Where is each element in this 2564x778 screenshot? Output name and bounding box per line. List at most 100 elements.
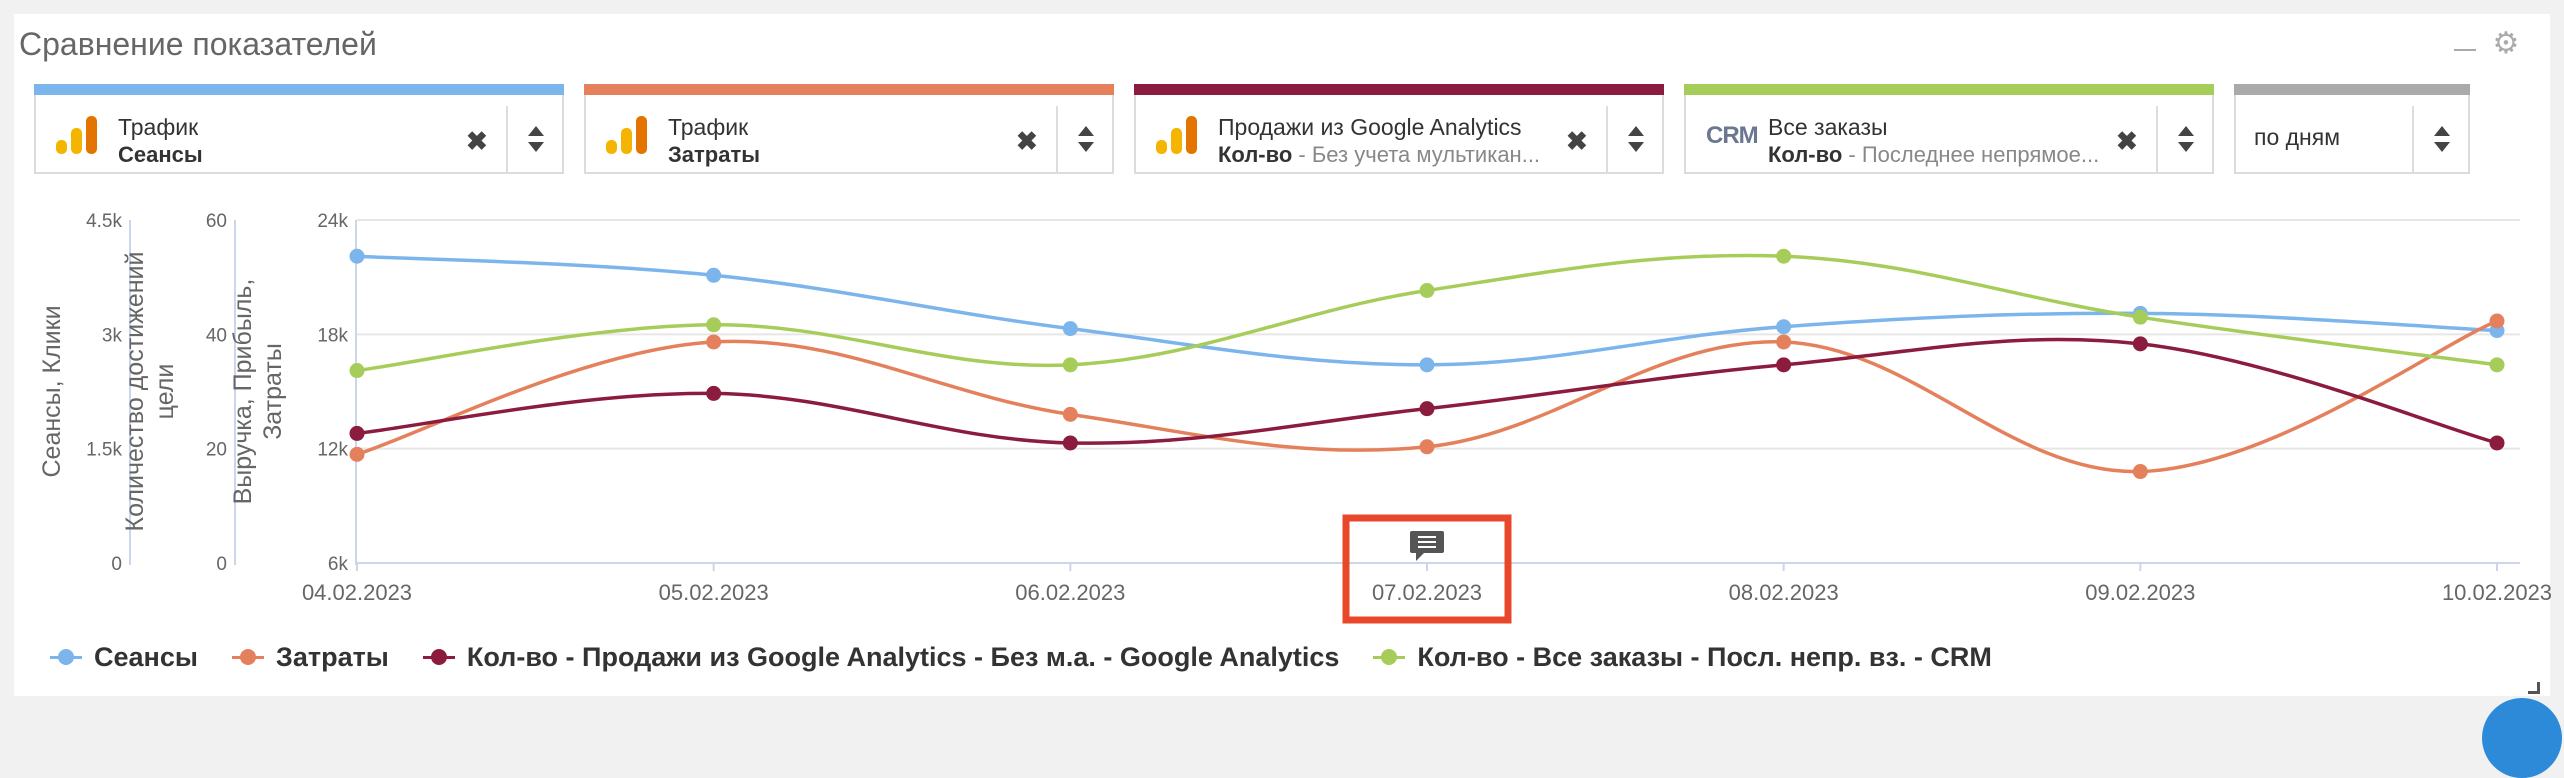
period-selector[interactable]: по дням — [2234, 84, 2470, 174]
y-axis-title: Выручка, Прибыль, — [229, 279, 257, 505]
remove-icon[interactable]: ✖ — [1016, 126, 1038, 156]
sort-icon[interactable] — [1076, 122, 1096, 156]
legend-label: Затраты — [275, 641, 389, 672]
sort-icon[interactable] — [2176, 122, 2196, 156]
y-tick-label: 24k — [317, 211, 348, 232]
x-tick-label: 08.02.2023 — [1729, 580, 1839, 605]
y-tick-label: 0 — [216, 554, 227, 575]
data-point — [349, 363, 365, 379]
legend-label: Кол-во - Все заказы - Посл. непр. вз. - … — [1417, 641, 1992, 672]
y-axis-title: Сеансы, Клики — [38, 305, 66, 477]
data-point — [706, 385, 722, 401]
data-point — [1776, 334, 1792, 350]
data-point — [349, 446, 365, 462]
crm-icon: CRM — [1706, 122, 1759, 149]
data-point — [1419, 439, 1435, 455]
legend-label: Сеансы — [94, 641, 198, 672]
selector-source: Продажи из Google Analytics — [1218, 114, 1522, 140]
series-line — [356, 337, 2498, 445]
legend-marker — [422, 647, 455, 667]
metric-selector-ga-sales[interactable]: Продажи из Google Analytics Кол-во - Без… — [1134, 84, 1664, 174]
data-point — [2132, 464, 2148, 480]
x-tick-label: 09.02.2023 — [2085, 580, 2195, 605]
x-axis-labels: 04.02.2023 05.02.2023 06.02.2023 07.02.2023… — [302, 563, 2552, 605]
data-point — [2132, 336, 2148, 352]
data-point — [349, 425, 365, 441]
x-tick-label: 07.02.2023 — [1372, 580, 1482, 605]
data-point — [1419, 401, 1435, 417]
legend-marker — [1373, 647, 1406, 667]
metric-selector-sessions[interactable]: Трафик Сеансы ✖ — [34, 84, 564, 174]
sort-icon[interactable] — [2432, 122, 2452, 156]
data-point — [1776, 319, 1792, 335]
y-axes: 0 1.5k 3k 4.5k Сеансы, Клики 0 20 40 60 Количеств… — [38, 211, 357, 575]
y-tick-label: 4.5k — [86, 211, 122, 232]
y-tick-label: 12k — [317, 440, 348, 461]
chat-widget-button[interactable] — [2482, 698, 2562, 778]
legend-item[interactable]: Кол-во - Продажи из Google Analytics - Б… — [422, 641, 1340, 673]
selector-source: Трафик — [118, 114, 199, 140]
data-point — [706, 334, 722, 350]
selector-metric: Кол-во - Последнее непрямое... — [1768, 142, 2100, 167]
metric-selector-costs[interactable]: Трафик Затраты ✖ — [584, 84, 1114, 174]
selector-metric: Сеансы — [118, 142, 203, 167]
data-point — [2132, 309, 2148, 325]
remove-icon[interactable]: ✖ — [1566, 126, 1588, 156]
remove-icon[interactable]: ✖ — [466, 126, 488, 156]
x-tick-label: 05.02.2023 — [659, 580, 769, 605]
metric-selector-crm-orders[interactable]: CRM Все заказы Кол-во - Последнее непрям… — [1684, 84, 2214, 174]
x-tick-label: 04.02.2023 — [302, 580, 412, 605]
y-tick-label: 3k — [102, 325, 123, 346]
data-point — [1062, 357, 1078, 373]
selector-metric: Кол-во - Без учета мультикан... — [1218, 142, 1541, 167]
legend-item[interactable]: Кол-во - Все заказы - Посл. непр. вз. - … — [1373, 641, 1992, 673]
y-tick-label: 20 — [206, 440, 227, 461]
data-point — [1419, 283, 1435, 299]
y-axis-title: Количество достижений — [121, 252, 149, 532]
selector-color-bar — [34, 84, 564, 95]
selector-color-bar — [2234, 84, 2470, 95]
y-tick-label: 1.5k — [86, 440, 122, 461]
divider — [1606, 106, 1608, 172]
comment-icon[interactable] — [1410, 531, 1444, 561]
data-point — [349, 248, 365, 264]
data-point — [1062, 435, 1078, 451]
legend-marker — [50, 647, 82, 667]
data-point — [1062, 321, 1078, 337]
data-point — [1062, 406, 1078, 422]
remove-icon[interactable]: ✖ — [2116, 126, 2138, 156]
y-tick-label: 18k — [317, 325, 348, 346]
legend-marker — [231, 647, 264, 667]
data-point — [1776, 248, 1792, 264]
selector-color-bar — [1134, 84, 1664, 95]
sort-icon[interactable] — [1626, 122, 1646, 156]
google-analytics-icon — [56, 116, 100, 154]
sort-icon[interactable] — [526, 122, 546, 156]
google-analytics-icon — [1156, 116, 1200, 154]
divider — [506, 106, 508, 172]
data-point — [2489, 435, 2505, 451]
period-label: по дням — [2254, 124, 2341, 150]
data-point — [2489, 357, 2505, 373]
line-chart: 0 1.5k 3k 4.5k Сеансы, Клики 0 20 40 60 Количеств… — [38, 211, 2552, 624]
legend-item[interactable]: Сеансы — [50, 642, 198, 673]
data-point — [706, 267, 722, 283]
google-analytics-icon — [606, 116, 650, 154]
data-point — [1419, 357, 1435, 373]
y-tick-label: 60 — [206, 211, 227, 232]
highlight-box — [1342, 514, 1512, 624]
x-tick-label: 10.02.2023 — [2442, 580, 2552, 605]
legend-label: Кол-во - Продажи из Google Analytics - Б… — [466, 641, 1340, 672]
y-tick-label: 40 — [206, 325, 227, 346]
annotation — [1342, 514, 1512, 624]
gear-icon[interactable]: ⚙ — [2492, 27, 2520, 60]
series-points — [349, 248, 2505, 480]
resize-handle[interactable] — [2528, 682, 2540, 694]
selector-color-bar — [584, 84, 1114, 95]
legend-item[interactable]: Затраты — [231, 641, 389, 673]
grid-lines — [357, 219, 2520, 564]
y-axis-title: Затраты — [259, 343, 287, 440]
minimize-icon[interactable] — [2452, 25, 2480, 55]
selector-metric: Затраты — [668, 142, 761, 167]
divider — [2156, 106, 2158, 172]
